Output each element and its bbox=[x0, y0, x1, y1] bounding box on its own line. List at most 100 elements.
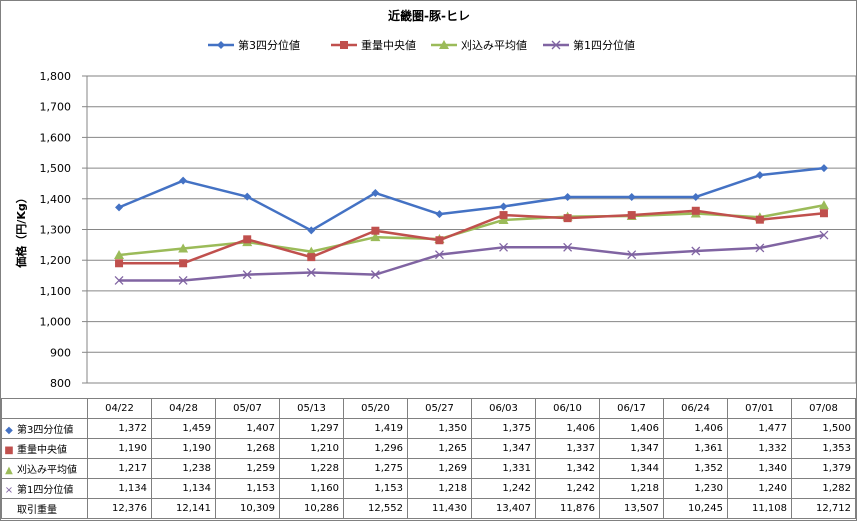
data-point bbox=[435, 210, 444, 219]
data-point bbox=[627, 211, 636, 220]
data-point bbox=[755, 243, 765, 253]
row-label: ▲ 刈込み平均値 bbox=[1, 458, 88, 479]
row-label-text: 取引重量 bbox=[17, 505, 57, 516]
y-tick-label: 1,400 bbox=[40, 193, 72, 206]
category-label: 05/07 bbox=[215, 398, 280, 419]
data-point bbox=[691, 246, 701, 256]
data-point bbox=[114, 249, 125, 259]
table-cell: 1,375 bbox=[471, 418, 536, 439]
legend-label: 第1四分位値 bbox=[573, 38, 635, 52]
chart-title: 近畿圏-豚-ヒレ bbox=[388, 8, 470, 23]
table-row: ■ 重量中央値 1,190 1,190 1,268 1,210 1,296 1,265 1,34… bbox=[1, 438, 856, 459]
data-point bbox=[435, 236, 444, 245]
y-tick-label: 1,700 bbox=[40, 101, 72, 114]
data-point bbox=[499, 211, 508, 220]
table-cell: 1,361 bbox=[663, 438, 728, 459]
table-cell: 1,190 bbox=[87, 438, 152, 459]
y-tick-label: 1,600 bbox=[40, 131, 72, 144]
table-cell: 1,372 bbox=[87, 418, 152, 439]
table-cell: 12,141 bbox=[151, 498, 216, 519]
table-row: 取引重量 12,376 12,141 10,309 10,286 12,552 11,430… bbox=[1, 498, 856, 519]
legend: 第3四分位値 重量中央値 刈込み平均値 第1四分位値 bbox=[208, 38, 635, 52]
category-label: 04/28 bbox=[151, 398, 216, 419]
row-marker-icon: ◆ bbox=[5, 425, 13, 436]
y-tick-label: 1,800 bbox=[40, 70, 72, 83]
category-label: 05/27 bbox=[407, 398, 472, 419]
legend-label: 第3四分位値 bbox=[238, 38, 300, 52]
marker-stroke bbox=[627, 250, 637, 260]
row-label: 取引重量 bbox=[1, 498, 88, 519]
data-point bbox=[563, 192, 572, 201]
table-cell: 1,134 bbox=[151, 478, 216, 499]
category-label: 05/13 bbox=[279, 398, 344, 419]
data-point bbox=[242, 270, 252, 280]
table-row: ◆ 第3四分位値 1,372 1,459 1,407 1,297 1,419 1,350 1,3… bbox=[1, 418, 856, 439]
marker-stroke bbox=[114, 276, 124, 285]
table-cell: 1,153 bbox=[215, 478, 280, 499]
series-line bbox=[118, 166, 825, 232]
y-tick-label: 1,000 bbox=[40, 316, 72, 329]
y-tick-label: 800 bbox=[50, 377, 71, 390]
table-cell: 1,275 bbox=[343, 458, 408, 479]
legend-marker bbox=[439, 40, 449, 49]
y-axis-label: 価格（円/Kg） bbox=[14, 192, 28, 268]
category-label: 05/20 bbox=[343, 398, 408, 419]
table-cell: 1,332 bbox=[727, 438, 792, 459]
row-label-text: 重量中央値 bbox=[17, 445, 67, 456]
table-cell: 1,347 bbox=[599, 438, 664, 459]
data-point bbox=[499, 242, 509, 252]
row-marker-icon: × bbox=[4, 485, 14, 496]
table-cell: 1,268 bbox=[215, 438, 280, 459]
category-label: 07/08 bbox=[791, 398, 856, 419]
data-point bbox=[370, 270, 380, 280]
table-row: × 第1四分位値 1,134 1,134 1,153 1,160 1,153 1,218 1,2… bbox=[1, 478, 856, 499]
data-point bbox=[370, 232, 381, 242]
table-cell: 11,430 bbox=[407, 498, 472, 519]
y-tick-label: 900 bbox=[50, 346, 71, 359]
data-point bbox=[499, 202, 508, 211]
row-label: × 第1四分位値 bbox=[1, 478, 88, 499]
table-cell: 10,286 bbox=[279, 498, 344, 519]
series-square bbox=[115, 206, 828, 268]
data-point bbox=[178, 276, 188, 285]
table-cell: 1,218 bbox=[599, 478, 664, 499]
data-point bbox=[498, 214, 509, 224]
table-cell: 11,876 bbox=[535, 498, 600, 519]
data-point bbox=[371, 226, 380, 235]
table-cell: 12,376 bbox=[87, 498, 152, 519]
table-row: ▲ 刈込み平均値 1,217 1,238 1,259 1,228 1,275 1,269 1,3… bbox=[1, 458, 856, 479]
row-marker-icon: ▲ bbox=[5, 465, 13, 476]
data-point bbox=[819, 164, 828, 173]
data-point bbox=[819, 209, 828, 218]
data-point bbox=[627, 250, 637, 260]
marker-stroke bbox=[563, 242, 573, 252]
table-cell: 11,108 bbox=[727, 498, 792, 519]
category-label: 06/17 bbox=[599, 398, 664, 419]
row-label: ■ 重量中央値 bbox=[1, 438, 88, 459]
data-point bbox=[563, 242, 573, 252]
y-axis-ticks: 800 900 1,000 1,100 1,200 1,300 1,400 1,500 1,60… bbox=[40, 70, 72, 390]
data-point bbox=[691, 192, 700, 201]
table-cell: 1,350 bbox=[407, 418, 472, 439]
table-cell: 1,406 bbox=[663, 418, 728, 439]
row-label-text: 第3四分位値 bbox=[17, 425, 74, 436]
marker-stroke bbox=[551, 40, 561, 50]
table-cell: 1,259 bbox=[215, 458, 280, 479]
table-cell: 1,153 bbox=[343, 478, 408, 499]
table-cell: 1,407 bbox=[215, 418, 280, 439]
data-point bbox=[115, 203, 124, 212]
table-cell: 1,134 bbox=[87, 478, 152, 499]
table-cell: 1,210 bbox=[279, 438, 344, 459]
row-marker-icon: ■ bbox=[4, 445, 14, 456]
y-tick-label: 1,100 bbox=[40, 285, 72, 298]
table-cell: 1,297 bbox=[279, 418, 344, 439]
category-label: 06/10 bbox=[535, 398, 600, 419]
y-tick-label: 1,200 bbox=[40, 254, 72, 267]
legend-label: 重量中央値 bbox=[361, 38, 416, 52]
category-label: 06/03 bbox=[471, 398, 536, 419]
table-cell: 10,245 bbox=[663, 498, 728, 519]
marker-stroke bbox=[755, 243, 765, 253]
series-x bbox=[114, 230, 829, 285]
data-point bbox=[179, 176, 188, 185]
